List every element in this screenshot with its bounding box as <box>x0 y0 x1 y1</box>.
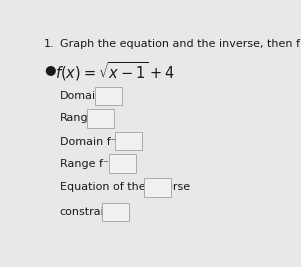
Text: Range f⁻¹(x): Range f⁻¹(x) <box>60 159 129 169</box>
FancyBboxPatch shape <box>144 178 171 197</box>
FancyBboxPatch shape <box>109 154 136 173</box>
FancyBboxPatch shape <box>102 203 129 221</box>
Text: Domain f⁻¹(x): Domain f⁻¹(x) <box>60 136 136 146</box>
FancyBboxPatch shape <box>115 132 142 150</box>
Text: Equation of the inverse: Equation of the inverse <box>60 182 190 192</box>
FancyBboxPatch shape <box>87 109 114 128</box>
FancyBboxPatch shape <box>95 87 122 105</box>
Text: Graph the equation and the inverse, then find:: Graph the equation and the inverse, then… <box>60 39 301 49</box>
Text: ●: ● <box>44 63 56 76</box>
Text: $f(x) = \sqrt{x-1}+4$: $f(x) = \sqrt{x-1}+4$ <box>55 60 175 83</box>
Text: constraint: constraint <box>60 207 116 217</box>
Text: 1.: 1. <box>43 39 54 49</box>
Text: Range: Range <box>60 113 95 123</box>
Text: Domain: Domain <box>60 91 103 101</box>
